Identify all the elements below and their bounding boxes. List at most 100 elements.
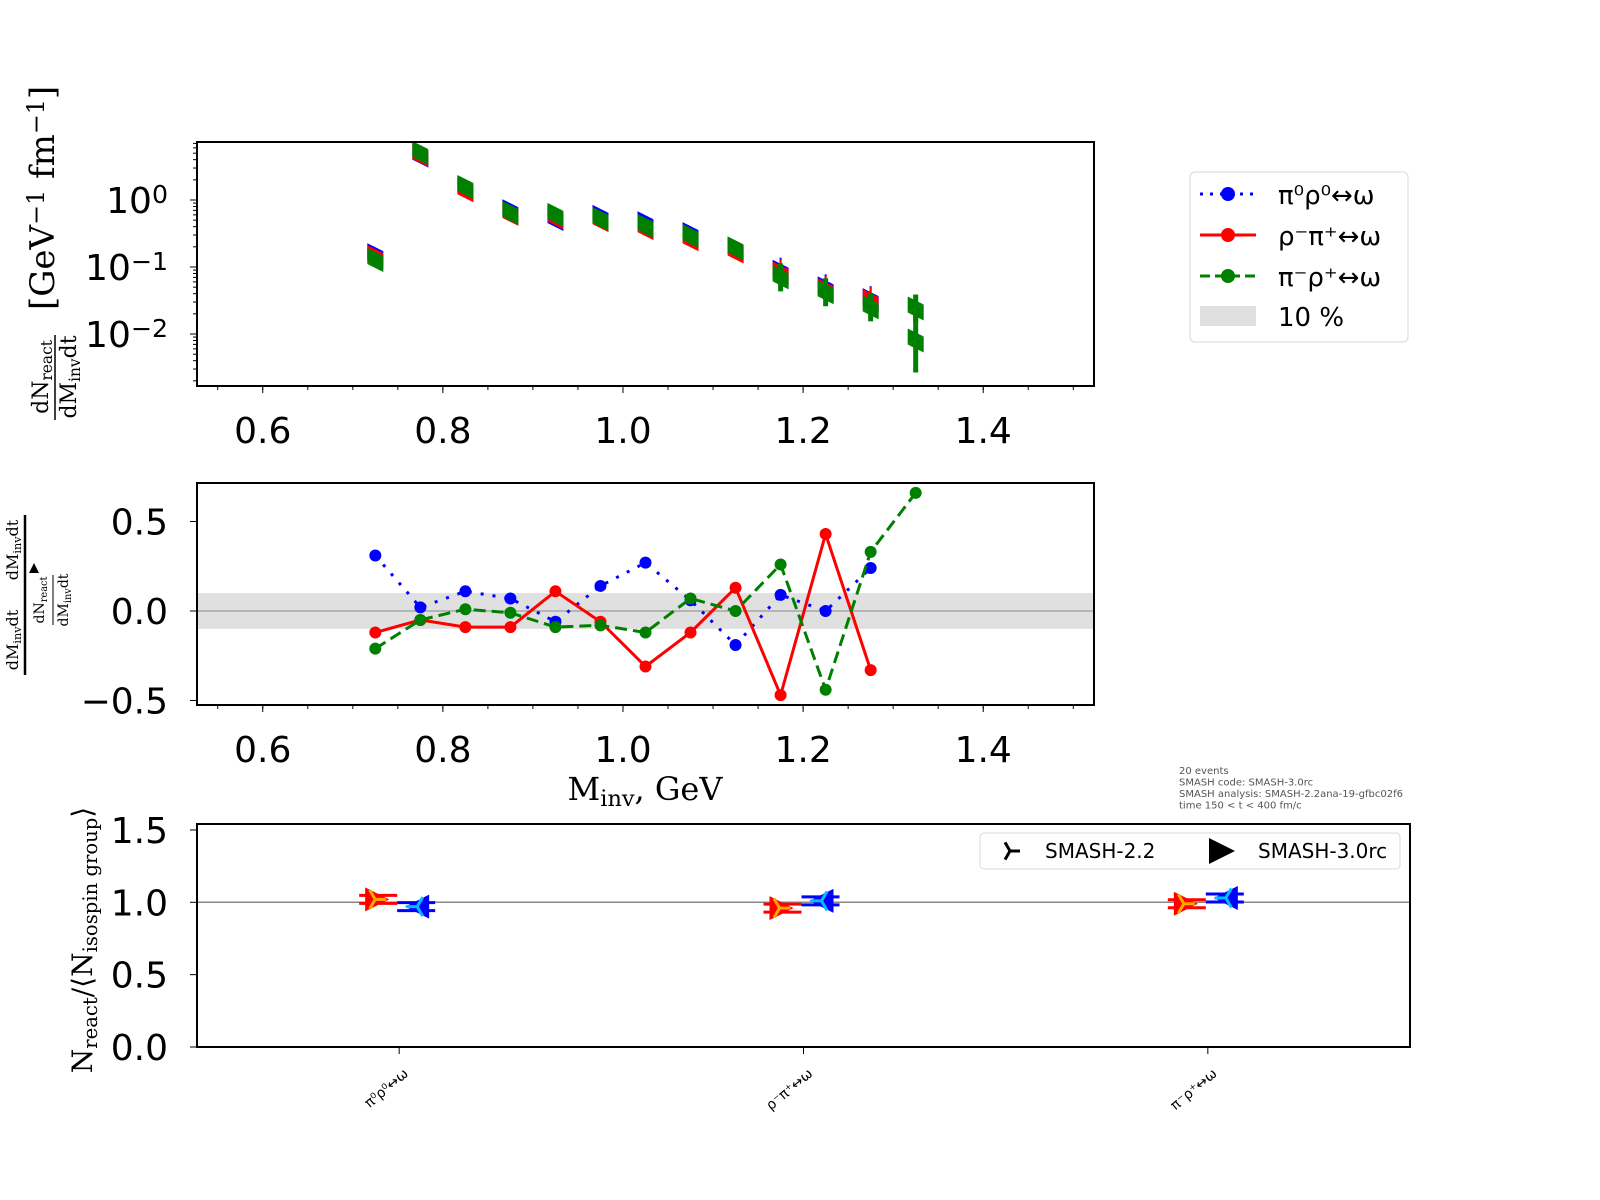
x-tick-label: 1.0 — [594, 411, 651, 452]
marker-tri-right — [1177, 893, 1195, 915]
triangle-icon — [1209, 838, 1235, 864]
star-arm — [772, 897, 781, 909]
data-point-green — [772, 263, 789, 292]
marker-right — [682, 224, 699, 241]
data-point-green — [412, 141, 429, 166]
data-point-green — [549, 621, 562, 634]
y-label-numerator: dNreact — [29, 339, 56, 414]
y-tick-label: −0.5 — [81, 682, 168, 723]
star-arm — [820, 890, 829, 902]
marker-tri-right — [368, 889, 387, 910]
data-point-green — [637, 213, 654, 238]
star-arm — [1003, 850, 1012, 861]
label-part: inv — [63, 588, 74, 603]
data-point-red — [819, 528, 832, 541]
top-panel: 0.6 0.8 1.0 1.2 1.410010−110−2dNreactdMinvdt… — [22, 86, 1095, 452]
data-point-red — [729, 581, 742, 594]
marker-right — [862, 295, 879, 312]
label-part: dN — [32, 602, 48, 623]
marker-right — [817, 280, 834, 297]
legend-band-swatch — [1200, 306, 1256, 326]
label-part: 10 — [106, 181, 152, 222]
y-label: Nreact/⟨Nisospin group⟩ — [66, 807, 102, 1074]
data-point-green — [864, 545, 877, 558]
data-point-red — [504, 621, 517, 634]
y-tick-label: 0.5 — [111, 956, 168, 997]
marker-tri-right — [772, 897, 791, 919]
data-point-green — [817, 278, 834, 307]
marker-left — [502, 208, 519, 225]
legend-item: SMASH-3.0rc — [1209, 838, 1387, 864]
y-tick-label: 1.0 — [111, 883, 168, 924]
data-point-green — [684, 592, 697, 605]
marker-tri-left — [810, 890, 829, 912]
star — [1214, 887, 1233, 909]
legend: π⁰ρ⁰↔ω ρ⁻π⁺↔ω π⁻ρ⁺↔ω 10 % — [1189, 171, 1409, 343]
label-part: 10 — [85, 315, 131, 356]
y-tick-label: 0.0 — [111, 1028, 168, 1069]
star-arm — [820, 900, 829, 912]
star-arm — [415, 905, 424, 917]
label-part: [GeV — [23, 223, 63, 310]
legend-item: ρ⁻π⁺↔ω — [1200, 222, 1381, 252]
data-point-blue — [594, 579, 607, 592]
star-arm — [1177, 902, 1186, 915]
marker-right — [907, 296, 924, 313]
label-part: N — [66, 1049, 99, 1074]
marker-left — [592, 215, 609, 232]
legend-item: π⁻ρ⁺↔ω — [1200, 263, 1381, 293]
data-point-green — [592, 207, 609, 232]
label-part: ⟩ — [66, 807, 99, 818]
label-part: inv — [600, 786, 635, 812]
x-tick-label: π⁰ρ⁰↔ω — [362, 1066, 412, 1112]
label-part: react — [79, 997, 102, 1049]
data-point-blue — [729, 639, 742, 652]
data-point-green — [367, 248, 384, 273]
data-point-green — [774, 558, 787, 571]
y-tick-label: 10−2 — [85, 314, 168, 356]
data-point-red — [684, 626, 697, 639]
label-part: 10 — [85, 248, 131, 289]
marker-left — [772, 273, 789, 290]
label-part: dM — [56, 603, 72, 626]
annotation-line: SMASH code: SMASH-3.0rc — [1179, 778, 1313, 789]
y-label-part: dMinvdt — [3, 609, 24, 670]
label-part: M — [568, 770, 601, 808]
label-part: inv — [11, 536, 24, 554]
data-point-blue — [639, 556, 652, 569]
marker-left — [907, 336, 924, 353]
data-point-red — [639, 660, 652, 673]
label-part: fm — [23, 134, 63, 190]
star-arm — [1224, 897, 1233, 909]
y-label-part: dMinvdt — [56, 573, 74, 626]
star — [810, 890, 829, 912]
legend-item: SMASH-2.2 — [1003, 839, 1155, 863]
data-point-red — [369, 626, 382, 639]
data-point-blue — [864, 562, 877, 575]
data-point-blue — [369, 549, 382, 562]
data-point-green — [907, 308, 924, 373]
legend-label: π⁻ρ⁺↔ω — [1278, 263, 1381, 293]
y-tick-label: 100 — [106, 180, 168, 222]
marker-left — [862, 303, 879, 320]
data-point-blue — [819, 605, 832, 617]
marker-right — [772, 265, 789, 282]
x-tick-label: π⁻ρ⁺↔ω — [1168, 1066, 1221, 1114]
marker-right — [547, 202, 564, 219]
x-tick-label: 1.2 — [774, 411, 831, 452]
x-tick-label: 0.6 — [234, 730, 291, 771]
marker-right — [367, 248, 384, 265]
legend-label: ρ⁻π⁺↔ω — [1278, 222, 1381, 252]
middle-axes-frame — [196, 482, 1095, 706]
label-part: −2 — [131, 314, 168, 343]
legend-item: 10 % — [1200, 303, 1344, 333]
label-part: inv — [11, 626, 24, 644]
star-arm — [1003, 841, 1012, 852]
marker-right — [727, 236, 744, 253]
label-part: dt — [3, 609, 22, 626]
legend-item: π⁰ρ⁰↔ω — [1200, 181, 1375, 211]
data-point-green — [457, 175, 474, 200]
series-line-red — [374, 528, 873, 700]
